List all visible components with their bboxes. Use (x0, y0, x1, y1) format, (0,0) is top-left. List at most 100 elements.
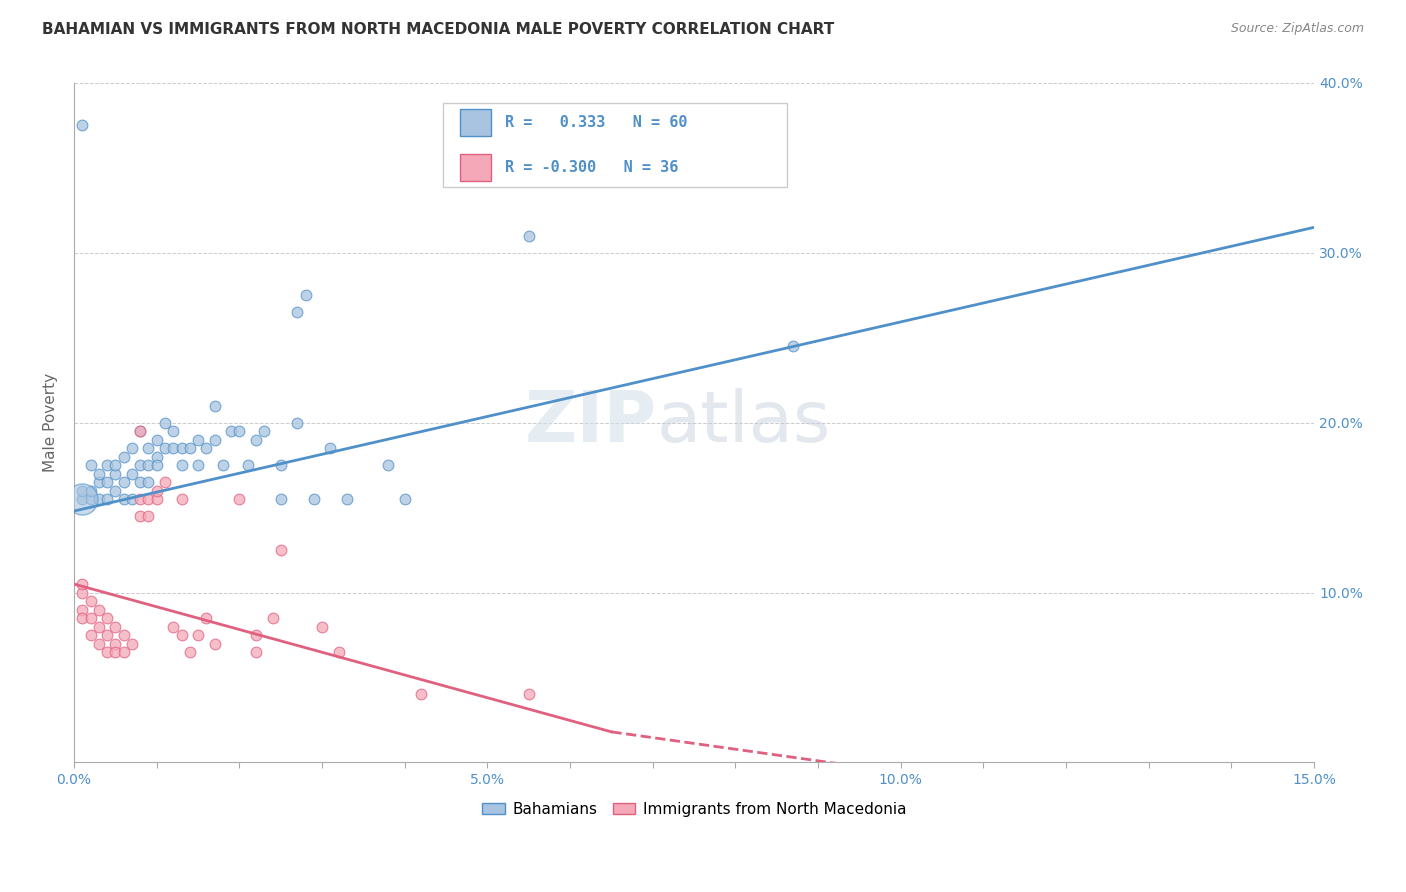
Point (162, 424, 184, 438)
Point (87, 467, 110, 481)
Point (782, 339, 804, 353)
Text: BAHAMIAN VS IMMIGRANTS FROM NORTH MACEDONIA MALE POVERTY CORRELATION CHART: BAHAMIAN VS IMMIGRANTS FROM NORTH MACEDO… (42, 22, 834, 37)
Point (236, 458, 259, 472)
Point (96, 458, 118, 472)
Point (179, 645, 201, 659)
Point (145, 492, 167, 507)
Point (253, 424, 276, 438)
Point (262, 611, 284, 625)
Legend: Bahamians, Immigrants from North Macedonia: Bahamians, Immigrants from North Macedon… (475, 796, 912, 822)
Point (112, 492, 135, 507)
Point (195, 611, 218, 625)
Point (72, 585, 94, 599)
Text: R = -0.300   N = 36: R = -0.300 N = 36 (505, 161, 678, 175)
Point (162, 619, 184, 633)
Point (138, 458, 160, 472)
Point (121, 492, 143, 507)
Text: ZIP: ZIP (524, 388, 657, 458)
Point (121, 467, 143, 481)
Point (145, 483, 167, 498)
Point (336, 492, 359, 507)
Point (245, 628, 267, 642)
Point (129, 458, 152, 472)
Point (394, 492, 416, 507)
Point (270, 458, 292, 472)
Point (328, 645, 350, 659)
Point (72, 602, 94, 616)
Point (129, 424, 152, 438)
Point (112, 645, 135, 659)
Point (204, 399, 226, 413)
Point (153, 475, 176, 490)
Point (121, 636, 143, 650)
Point (187, 628, 209, 642)
Point (87, 475, 110, 490)
Point (170, 492, 193, 507)
Point (187, 433, 209, 447)
Point (96, 492, 118, 507)
Point (311, 619, 333, 633)
Point (411, 688, 433, 702)
Point (79, 628, 101, 642)
Point (294, 288, 316, 302)
Point (170, 628, 193, 642)
Point (517, 228, 540, 243)
Point (179, 441, 201, 455)
Point (79, 611, 101, 625)
Point (228, 424, 250, 438)
Text: Source: ZipAtlas.com: Source: ZipAtlas.com (1230, 22, 1364, 36)
Point (187, 458, 209, 472)
Point (228, 492, 250, 507)
Point (517, 688, 540, 702)
Point (72, 492, 94, 507)
Text: R =   0.333   N = 60: R = 0.333 N = 60 (505, 115, 688, 129)
Point (285, 305, 308, 319)
Point (195, 441, 218, 455)
Point (96, 475, 118, 490)
Point (79, 458, 101, 472)
Point (145, 458, 167, 472)
Point (153, 441, 176, 455)
Point (79, 492, 101, 507)
Point (72, 492, 94, 507)
Point (72, 611, 94, 625)
Point (270, 492, 292, 507)
Point (153, 416, 176, 430)
Point (96, 628, 118, 642)
Point (162, 441, 184, 455)
Point (104, 458, 127, 472)
Point (129, 492, 152, 507)
Point (219, 424, 242, 438)
Point (104, 483, 127, 498)
Point (245, 645, 267, 659)
Point (72, 119, 94, 133)
Point (145, 433, 167, 447)
Point (121, 441, 143, 455)
Point (112, 628, 135, 642)
Point (145, 450, 167, 464)
Text: atlas: atlas (657, 388, 831, 458)
Point (112, 475, 135, 490)
Point (104, 619, 127, 633)
Point (79, 594, 101, 608)
Point (72, 577, 94, 591)
Point (79, 483, 101, 498)
Point (72, 483, 94, 498)
Point (270, 543, 292, 558)
Point (96, 611, 118, 625)
Point (129, 475, 152, 490)
Point (129, 509, 152, 524)
Point (138, 492, 160, 507)
Point (285, 416, 308, 430)
Point (212, 458, 235, 472)
Point (87, 619, 110, 633)
Point (104, 467, 127, 481)
Y-axis label: Male Poverty: Male Poverty (44, 373, 58, 472)
Point (170, 458, 193, 472)
Point (96, 645, 118, 659)
Point (319, 441, 342, 455)
Point (87, 602, 110, 616)
Point (104, 645, 127, 659)
Point (492, 144, 515, 158)
Point (245, 433, 267, 447)
